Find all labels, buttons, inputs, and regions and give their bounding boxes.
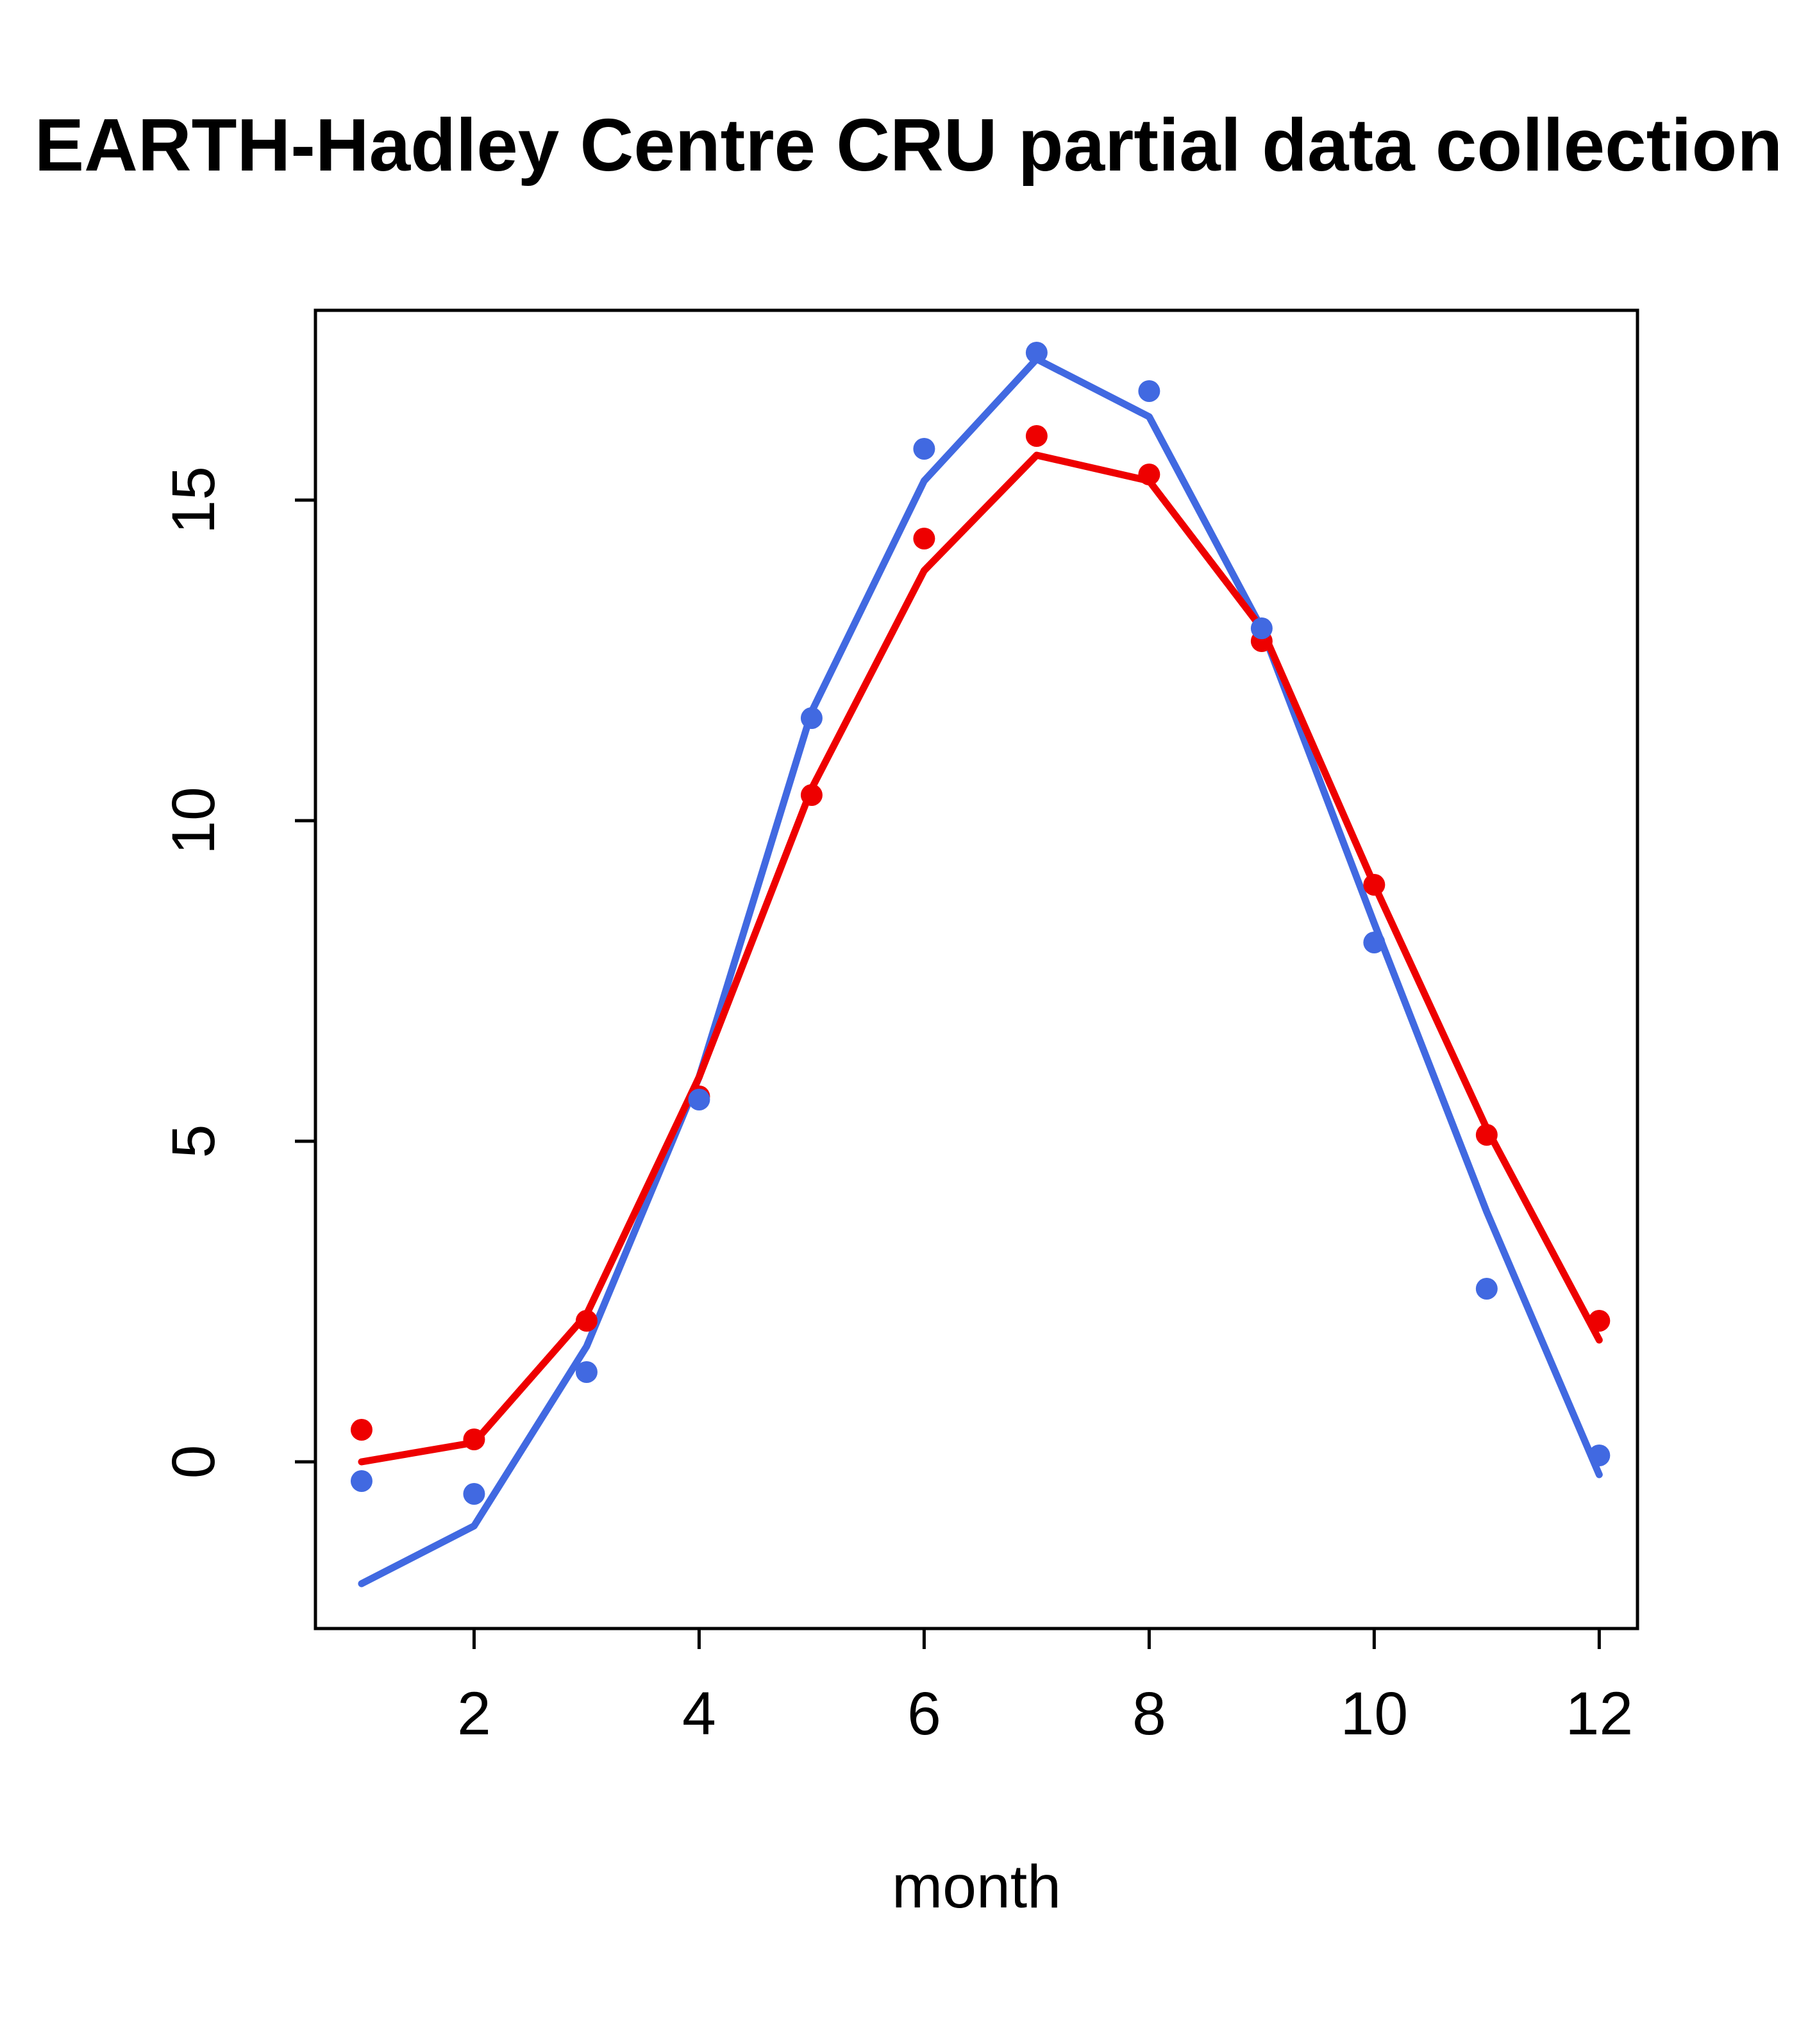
red-point	[1475, 1124, 1498, 1146]
blue-point	[913, 438, 935, 460]
x-axis-label: month	[892, 1853, 1061, 1921]
series-red-line	[358, 451, 1603, 1466]
series-blue-points	[350, 342, 1611, 1505]
red-point	[575, 1310, 598, 1332]
blue-point	[1363, 932, 1386, 953]
blue-point	[1588, 1445, 1611, 1466]
blue-point	[463, 1483, 485, 1505]
x-tick-label: 4	[682, 1680, 716, 1748]
y-tick-label: 15	[160, 466, 228, 534]
y-tick-label: 10	[160, 787, 228, 855]
blue-point	[688, 1089, 710, 1110]
blue-point	[575, 1361, 598, 1383]
series-blue-line	[358, 355, 1603, 1587]
x-tick-label: 10	[1341, 1680, 1409, 1748]
blue-point	[1250, 617, 1273, 639]
y-tick-label: 0	[160, 1445, 228, 1479]
blue-point	[1138, 380, 1160, 402]
chart-title: EARTH-Hadley Centre CRU partial data col…	[34, 103, 1783, 187]
x-tick-label: 2	[457, 1680, 491, 1748]
red-point	[1363, 874, 1386, 896]
red-point	[463, 1428, 485, 1450]
red-point	[1588, 1310, 1611, 1332]
x-tick-label: 12	[1565, 1680, 1633, 1748]
blue-point	[800, 707, 823, 729]
red-point	[1138, 464, 1160, 485]
x-tick-label: 8	[1132, 1680, 1166, 1748]
red-point	[800, 784, 823, 806]
blue-point	[1025, 342, 1048, 364]
red-point	[1025, 425, 1048, 447]
plot-box	[314, 308, 1639, 1630]
blue-point	[1475, 1278, 1498, 1300]
y-tick-label: 5	[160, 1125, 228, 1159]
red-point	[913, 528, 935, 549]
blue-point	[350, 1470, 373, 1492]
series-red-points	[350, 425, 1611, 1450]
red-point	[350, 1419, 373, 1441]
x-tick-label: 6	[907, 1680, 941, 1748]
